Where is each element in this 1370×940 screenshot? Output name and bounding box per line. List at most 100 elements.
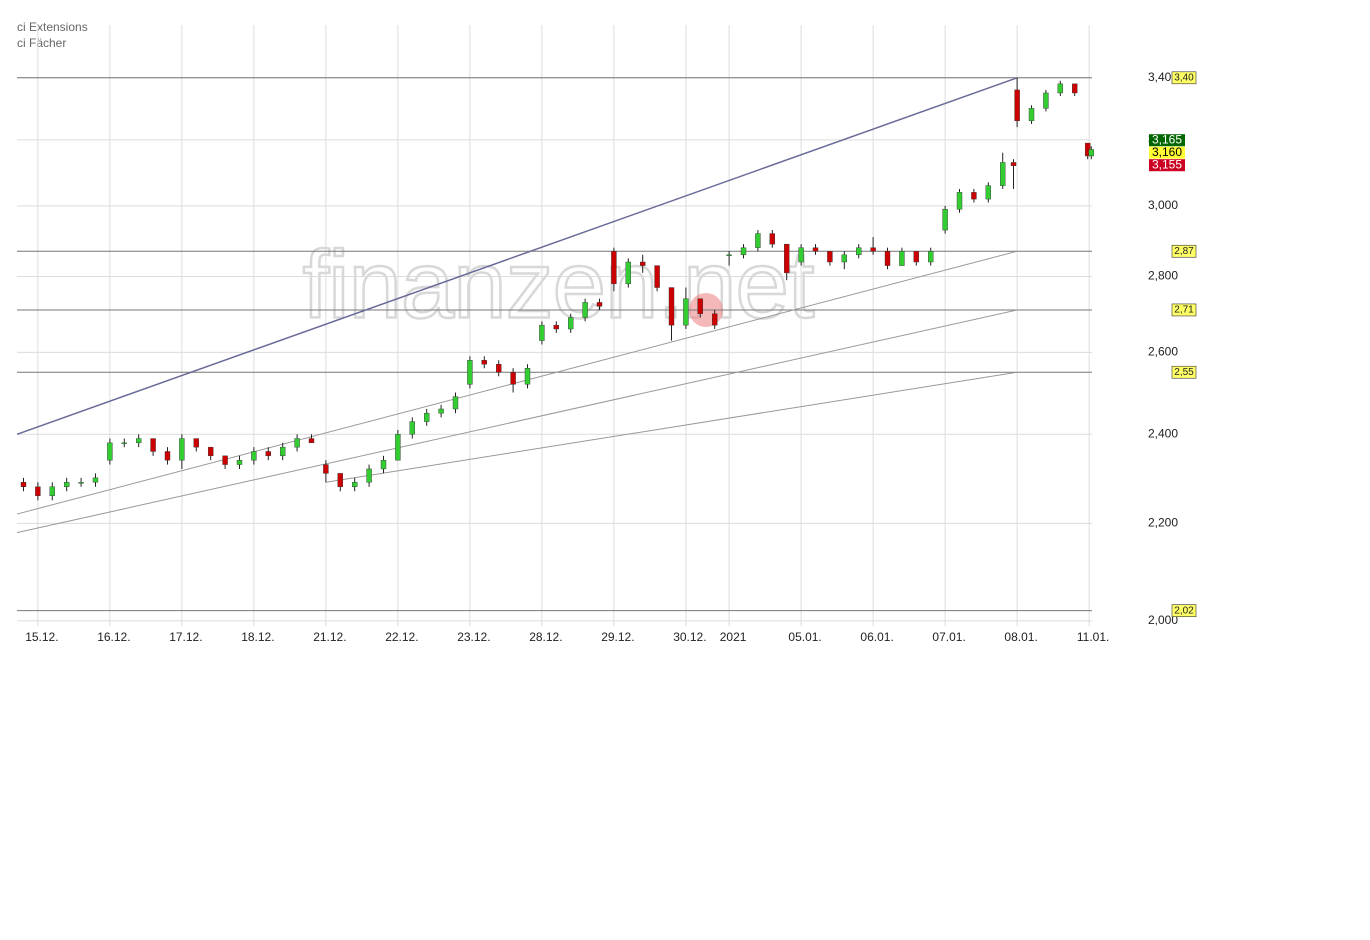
candle-body bbox=[582, 302, 588, 318]
candle-body bbox=[279, 446, 286, 457]
candle-body bbox=[395, 434, 401, 461]
candle-body bbox=[956, 192, 963, 210]
candle-body bbox=[1043, 92, 1049, 109]
level-label: 3,40 bbox=[1174, 72, 1194, 83]
candle-body bbox=[697, 298, 704, 314]
x-tick-label: 28.12. bbox=[529, 630, 562, 644]
candle-body bbox=[596, 302, 603, 307]
level-badge bbox=[1171, 71, 1197, 85]
candle-body bbox=[611, 251, 617, 285]
candle-body bbox=[164, 451, 171, 461]
candle-body bbox=[942, 209, 948, 231]
candle-body bbox=[856, 247, 862, 256]
candle-body bbox=[423, 412, 430, 422]
candle-body bbox=[251, 451, 257, 461]
candle-body bbox=[712, 313, 718, 326]
candle-body bbox=[913, 251, 920, 263]
candle-body bbox=[812, 247, 819, 252]
candle-body bbox=[769, 233, 776, 245]
candle-body bbox=[841, 254, 848, 263]
candle-body bbox=[452, 396, 459, 410]
level-label: 2,71 bbox=[1174, 305, 1194, 316]
candle-body bbox=[107, 442, 113, 461]
level-badge bbox=[1171, 303, 1197, 317]
candle-body bbox=[539, 324, 545, 341]
x-tick-label: 11.01. bbox=[1077, 630, 1109, 644]
candle-body bbox=[553, 324, 560, 330]
candle-body bbox=[1088, 149, 1094, 157]
candle-body bbox=[1028, 108, 1035, 122]
candle-body bbox=[683, 298, 689, 326]
candle-body bbox=[294, 438, 300, 448]
candle-body bbox=[654, 265, 660, 288]
price-badge-label: 3,155 bbox=[1152, 157, 1182, 171]
candle-body bbox=[870, 247, 876, 252]
candle-body bbox=[236, 459, 243, 465]
price-badge-label: 3,160 bbox=[1152, 145, 1182, 159]
candle-body bbox=[625, 261, 632, 285]
candle-body bbox=[121, 442, 127, 445]
x-tick-label: 16.12. bbox=[97, 630, 130, 644]
x-tick-label: 06.01. bbox=[860, 630, 893, 644]
candle-body bbox=[1057, 83, 1064, 94]
candle-body bbox=[35, 486, 41, 496]
y-tick-label: 2,200 bbox=[1148, 515, 1178, 529]
fan-line bbox=[16, 250, 1018, 515]
candle-body bbox=[150, 438, 156, 452]
x-tick-label: 21.12. bbox=[313, 630, 346, 644]
candle-body bbox=[337, 473, 343, 487]
fan-line bbox=[16, 309, 1018, 534]
candle-body bbox=[308, 438, 315, 444]
level-label: 2,87 bbox=[1174, 246, 1194, 257]
candle-body bbox=[351, 482, 358, 487]
price-badge bbox=[1149, 159, 1185, 172]
legend-entry: ci Fächer bbox=[17, 36, 66, 50]
candle-body bbox=[510, 372, 516, 385]
x-tick-label: 18.12. bbox=[241, 630, 274, 644]
level-badge bbox=[1171, 365, 1197, 379]
y-tick-label: 3,000 bbox=[1148, 198, 1178, 212]
level-badge bbox=[1171, 244, 1197, 258]
candle-body bbox=[380, 459, 387, 470]
candle-body bbox=[798, 247, 804, 263]
candle-body bbox=[971, 192, 977, 200]
candle-body bbox=[1014, 89, 1020, 122]
candle-body bbox=[740, 247, 747, 256]
candle-body bbox=[481, 360, 487, 365]
level-label: 2,55 bbox=[1174, 367, 1194, 378]
candle-body bbox=[827, 251, 833, 263]
candle-body bbox=[366, 468, 372, 483]
x-tick-label: 07.01. bbox=[932, 630, 965, 644]
fan-line bbox=[325, 371, 1018, 483]
candle-body bbox=[78, 482, 84, 484]
candle-body bbox=[179, 438, 185, 461]
candle-body bbox=[63, 482, 70, 487]
y-tick-label: 3,400 bbox=[1148, 70, 1178, 84]
fan-line bbox=[16, 77, 1018, 435]
candle-body bbox=[265, 451, 271, 457]
candle-body bbox=[495, 364, 502, 373]
legend-entry: ci Extensions bbox=[17, 20, 88, 34]
candle-body bbox=[20, 482, 27, 487]
y-tick-label: 2,800 bbox=[1148, 269, 1178, 283]
x-tick-label: 29.12. bbox=[601, 630, 634, 644]
x-tick-label: 17.12. bbox=[169, 630, 202, 644]
candle-body bbox=[1072, 83, 1078, 94]
y-tick-label: 2,000 bbox=[1148, 613, 1178, 627]
candle-body bbox=[784, 243, 790, 274]
candle-body bbox=[755, 233, 761, 248]
x-tick-label: 05.01. bbox=[788, 630, 821, 644]
candle-body bbox=[726, 254, 732, 257]
x-tick-label: 08.01. bbox=[1004, 630, 1037, 644]
x-tick-label: 23.12. bbox=[457, 630, 490, 644]
candle-body bbox=[899, 251, 905, 266]
candle-body bbox=[985, 185, 992, 200]
watermark: finanzen.net bbox=[302, 231, 813, 338]
price-badge bbox=[1149, 146, 1185, 159]
level-badge bbox=[1171, 604, 1197, 617]
x-tick-label: 2021 bbox=[720, 630, 747, 644]
candle-body bbox=[438, 408, 444, 414]
candle-body bbox=[207, 446, 214, 457]
candle-body bbox=[640, 261, 646, 266]
